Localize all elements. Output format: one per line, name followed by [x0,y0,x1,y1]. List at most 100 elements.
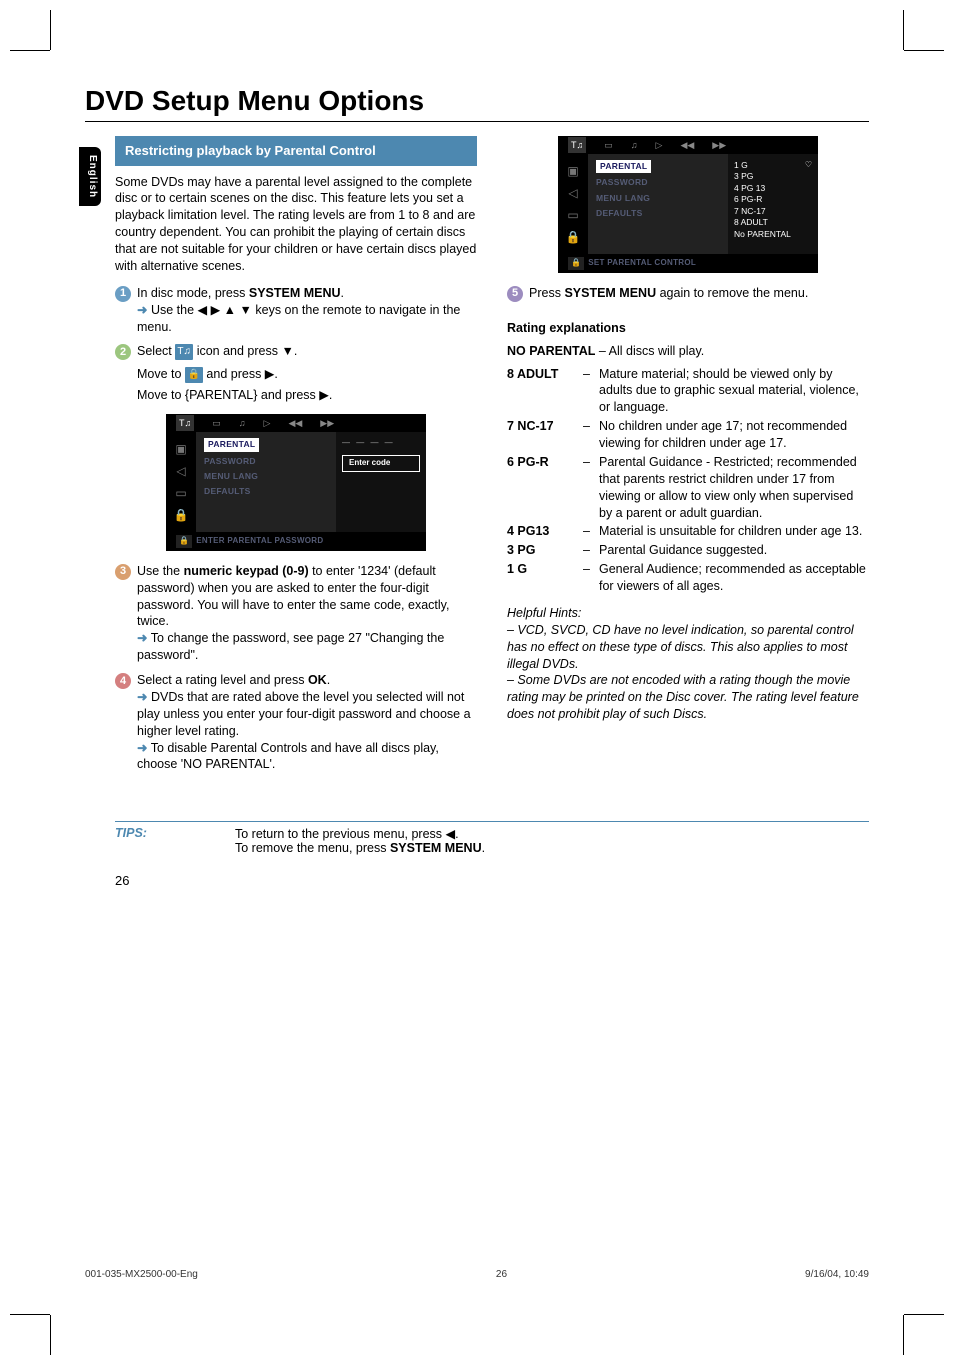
sg-side-icon: 🔒 [566,229,581,245]
hint-text: – Some DVDs are not encoded with a ratin… [507,672,869,723]
sg-option: No PARENTAL [734,229,812,240]
hint-text: – VCD, SVCD, CD have no level indication… [507,622,869,673]
no-parental-line: NO PARENTAL – All discs will play. [507,343,869,360]
sg-top-icon: ▶▶ [712,139,726,151]
step-text: . [341,286,344,300]
sg-menu-item: MENU LANG [204,471,328,482]
rating-value: Material is unsuitable for children unde… [599,523,869,540]
t-music-icon: T♫ [175,344,193,360]
rating-row: 1 G – General Audience; recommended as a… [507,561,869,595]
tips-section: TIPS: To return to the previous menu, pr… [115,822,869,855]
sg-menu-item: PARENTAL [204,438,259,451]
language-tab: English [79,147,101,206]
footer-center: 26 [496,1269,507,1280]
step-number-icon: 1 [115,286,131,302]
step-text: Select [137,344,175,358]
title-rule [85,121,869,122]
step-text: icon and press ▼. [197,344,298,358]
heart-icon: ♡ [805,160,812,171]
sg-top-icon: ◀◀ [680,139,694,151]
tips-text: To return to the previous menu, press ◀. [235,826,485,841]
rating-key: 4 PG13 [507,523,579,540]
sg-top-icon: ▶▶ [320,417,334,429]
step-number-icon: 2 [115,344,131,360]
sg-side-icon: ▣ [567,163,578,179]
step-text: Press [529,286,564,300]
step-text-bold: SYSTEM MENU [564,286,656,300]
sg-top-icon: T♫ [568,137,586,153]
lock-icon: 🔒 [185,367,203,383]
step-text: DVDs that are rated above the level you … [137,690,471,738]
arrow-icon: ➜ [137,690,147,704]
rating-row: 7 NC-17 – No children under age 17; not … [507,418,869,452]
sg-top-icon: ♫ [631,139,638,151]
rating-value: No children under age 17; not recommende… [599,418,869,452]
step-number-icon: 5 [507,286,523,302]
step-text: . [327,673,330,687]
sg-footer-text: SET PARENTAL CONTROL [588,258,696,267]
rating-key: 1 G [507,561,579,595]
arrow-icon: ➜ [137,741,147,755]
step-number-icon: 4 [115,673,131,689]
ratings-heading: Rating explanations [507,320,869,337]
step-text: Move to [137,367,185,381]
step-text: Move to {PARENTAL} and press ▶. [137,388,332,402]
step-text: To disable Parental Controls and have al… [137,741,439,772]
sg-option: 7 NC-17 [734,206,812,217]
intro-paragraph: Some DVDs may have a parental level assi… [115,174,477,275]
rating-row: 6 PG-R – Parental Guidance - Restricted;… [507,454,869,522]
hints-heading: Helpful Hints: [507,605,869,622]
sg-menu-item: DEFAULTS [204,486,328,497]
sg-option: 4 PG 13 [734,183,812,194]
step-text: Use the [137,564,184,578]
sg-top-icon: ▷ [264,417,271,429]
rating-value: Parental Guidance suggested. [599,542,869,559]
sg-side-icon: ▣ [175,441,186,457]
sg-option: 6 PG-R [734,194,812,205]
rating-key: 7 NC-17 [507,418,579,452]
sg-option: 1 G [734,160,812,171]
sg-menu-item: PASSWORD [204,456,328,467]
sg-dashes: — — — — [342,438,420,449]
rating-dash: – [583,418,595,452]
step-2: 2 Select T♫ icon and press ▼. Move to 🔒 … [115,343,477,404]
right-column: T♫ ▭ ♫ ▷ ◀◀ ▶▶ ▣ ◁ ▭ 🔒 PARENTAL [507,136,869,781]
step-5: 5 Press SYSTEM MENU again to remove the … [507,285,869,302]
rating-dash: – [583,366,595,417]
screenshot-parental-password: T♫ ▭ ♫ ▷ ◀◀ ▶▶ ▣ ◁ ▭ 🔒 PARENTAL [166,414,426,551]
sg-foot-lock-icon: 🔒 [568,257,584,270]
sg-menu-item: DEFAULTS [596,208,720,219]
sg-entercode: Enter code [342,455,420,472]
tips-label: TIPS: [115,826,195,855]
tips-text: To remove the menu, press SYSTEM MENU. [235,841,485,855]
sg-side-icon: ▭ [175,485,186,501]
rating-key: 3 PG [507,542,579,559]
rating-dash: – [583,561,595,595]
sg-side-icon: ◁ [568,185,577,201]
sg-foot-lock-icon: 🔒 [176,535,192,548]
step-text: In disc mode, press [137,286,249,300]
rating-value: General Audience; recommended as accepta… [599,561,869,595]
sg-option: 8 ADULT [734,217,812,228]
step-text-bold: numeric keypad (0-9) [184,564,309,578]
step-3: 3 Use the numeric keypad (0-9) to enter … [115,563,477,664]
sg-side-icon: ◁ [176,463,185,479]
sg-option: 3 PG [734,171,812,182]
rating-row: 8 ADULT – Mature material; should be vie… [507,366,869,417]
page-footer: 001-035-MX2500-00-Eng 26 9/16/04, 10:49 [85,1269,869,1280]
footer-left: 001-035-MX2500-00-Eng [85,1269,198,1280]
footer-right: 9/16/04, 10:49 [805,1269,869,1280]
step-4: 4 Select a rating level and press OK. ➜ … [115,672,477,773]
step-text-bold: SYSTEM MENU [249,286,341,300]
step-text-bold: OK [308,673,327,687]
rating-dash: – [583,542,595,559]
step-text: and press ▶. [206,367,277,381]
sg-menu-item: PASSWORD [596,177,720,188]
rating-dash: – [583,523,595,540]
step-text: again to remove the menu. [656,286,808,300]
sg-side-icon: 🔒 [174,507,189,523]
step-1: 1 In disc mode, press SYSTEM MENU. ➜ Use… [115,285,477,336]
sg-top-icon: ◀◀ [288,417,302,429]
screenshot-parental-control: T♫ ▭ ♫ ▷ ◀◀ ▶▶ ▣ ◁ ▭ 🔒 PARENTAL [558,136,818,273]
step-number-icon: 3 [115,564,131,580]
